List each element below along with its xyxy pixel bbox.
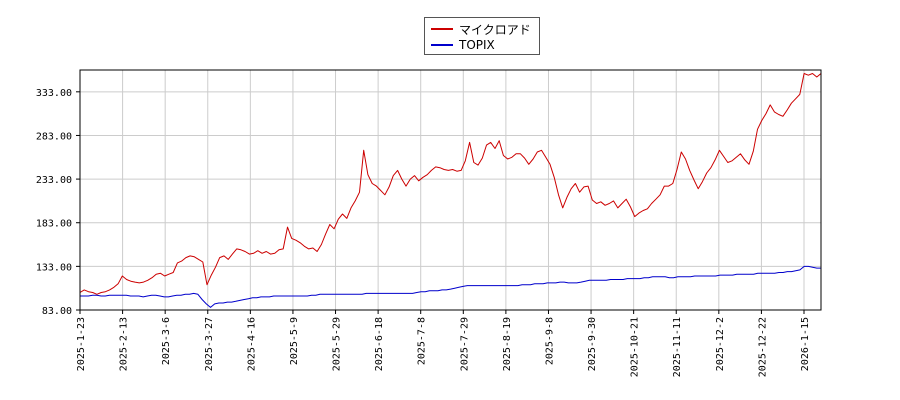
- x-tick-label: 2025-11-11: [672, 317, 683, 377]
- chart-grid: [80, 70, 821, 311]
- y-tick-label: 83.00: [42, 306, 72, 317]
- x-tick-label: 2025-2-13: [119, 317, 130, 371]
- x-tick-label: 2025-6-18: [374, 317, 385, 371]
- plot-frame: [79, 69, 822, 311]
- x-tick-label: 2025-7-29: [459, 317, 470, 371]
- series-line-topix: [80, 265, 821, 308]
- series-line-micro-ad: [79, 73, 822, 295]
- x-tick-label: 2025-12-22: [757, 317, 768, 377]
- legend-label-micro-ad: マイクロアド: [459, 22, 531, 37]
- y-tick-label: 133.00: [36, 262, 72, 273]
- x-tick-label: 2025-1-23: [76, 317, 87, 371]
- y-tick-label: 283.00: [36, 131, 72, 142]
- x-tick-label: 2025-4-16: [246, 317, 257, 371]
- x-tick-label: 2025-9-30: [587, 317, 598, 371]
- x-tick-label: 2025-5-29: [332, 317, 343, 371]
- y-tick-label: 233.00: [36, 175, 72, 186]
- x-tick-label: 2025-5-9: [289, 317, 300, 365]
- y-axis-ticks: 83.00 133.00 183.00 233.00 283.00 333.00: [36, 88, 80, 317]
- x-tick-label: 2025-3-27: [204, 317, 215, 371]
- x-tick-label: 2025-12-2: [715, 317, 726, 371]
- legend-item-topix: TOPIX: [431, 37, 495, 53]
- legend-swatch-micro-ad: [431, 28, 453, 30]
- series-layer: [79, 73, 822, 308]
- legend: マイクロアド TOPIX: [424, 17, 540, 55]
- legend-swatch-topix: [431, 44, 453, 46]
- x-tick-label: 2025-7-8: [417, 317, 428, 365]
- x-tick-label: 2025-10-21: [630, 317, 641, 377]
- y-tick-label: 333.00: [36, 88, 72, 99]
- x-tick-label: 2025-8-19: [502, 317, 513, 371]
- legend-label-topix: TOPIX: [459, 38, 495, 52]
- x-axis-ticks: 2025-1-23 2025-2-13 2025-3-6 2025-3-27 2025-…: [76, 310, 811, 377]
- legend-item-micro-ad: マイクロアド: [431, 21, 531, 37]
- x-tick-label: 2025-3-6: [161, 317, 172, 365]
- y-tick-label: 183.00: [36, 219, 72, 230]
- x-tick-label: 2025-9-8: [544, 317, 555, 365]
- x-tick-label: 2026-1-15: [800, 317, 811, 371]
